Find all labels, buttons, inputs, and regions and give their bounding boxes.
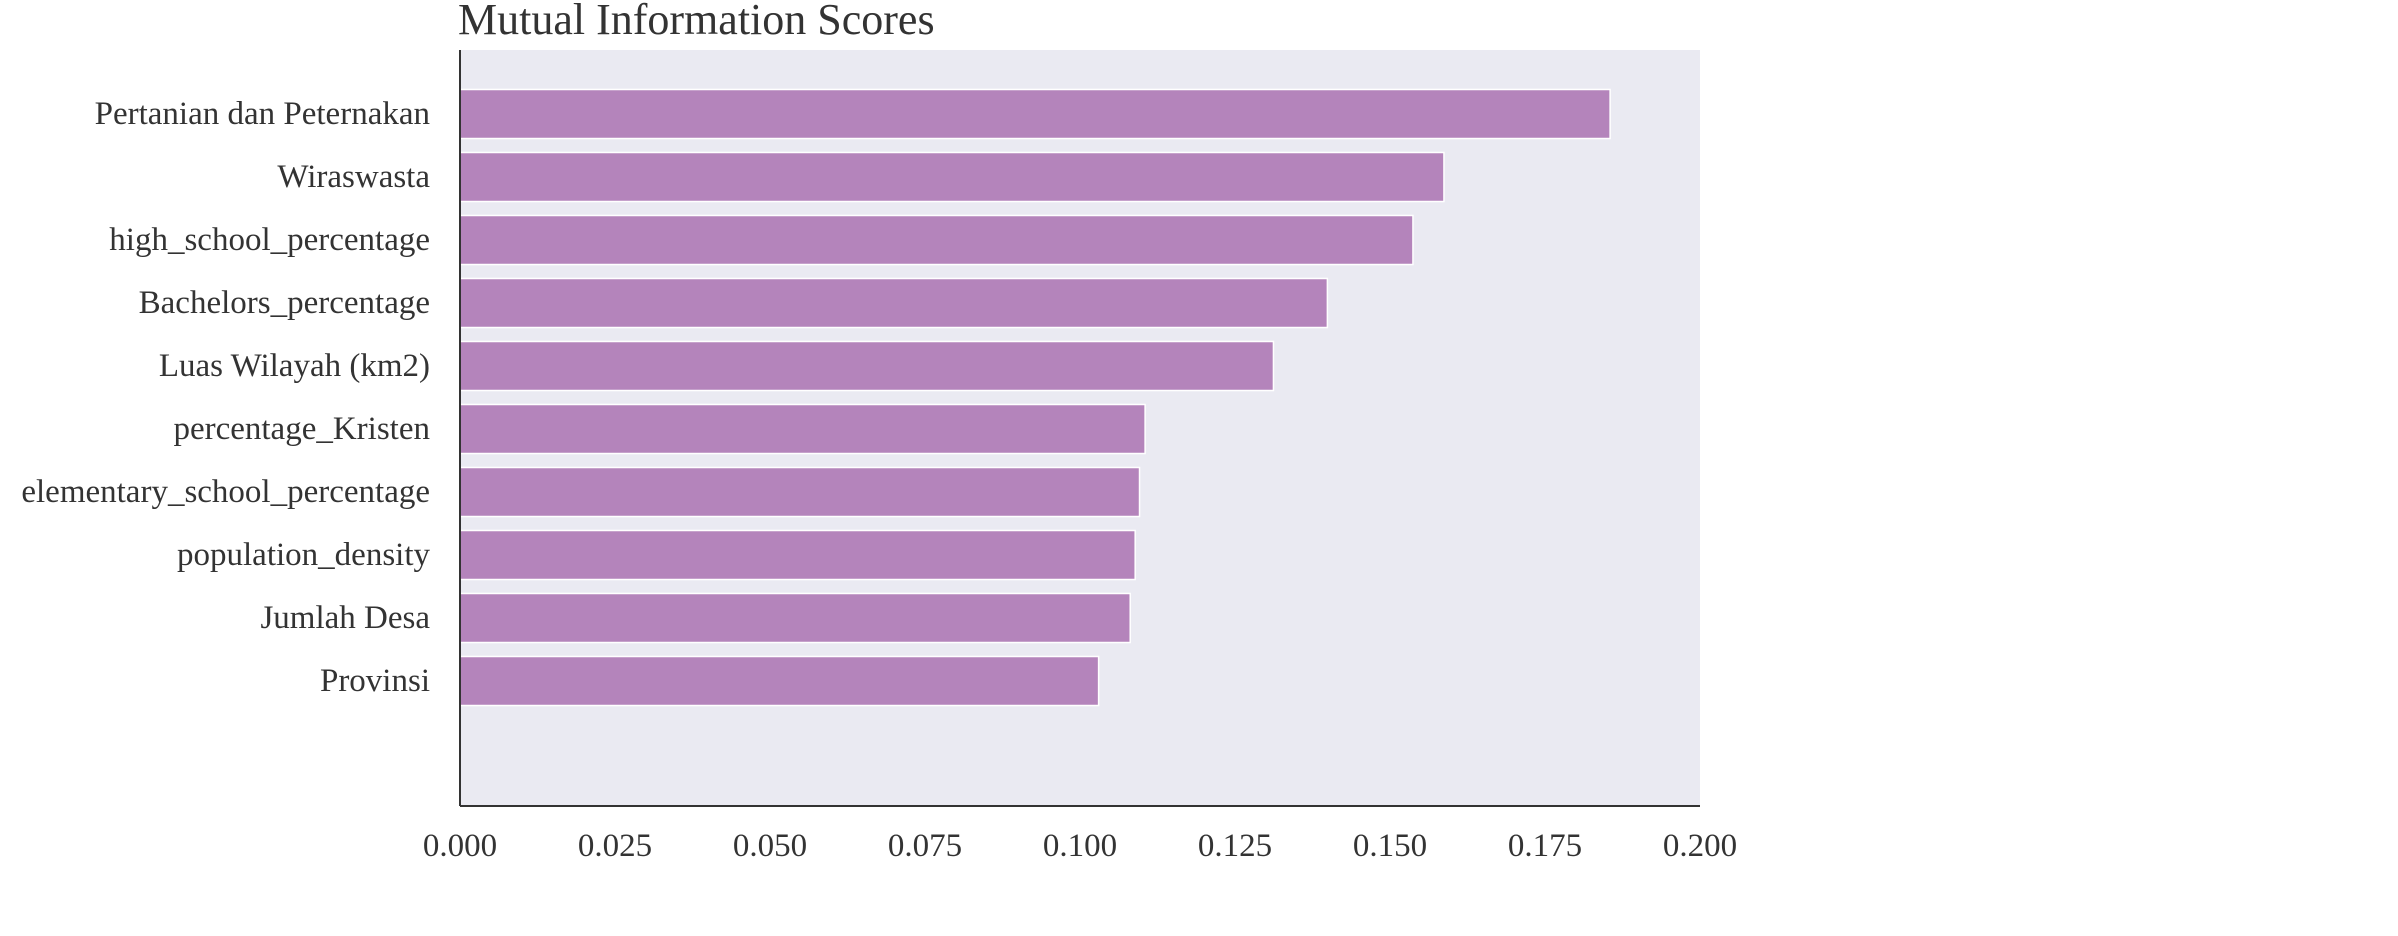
bar-8 <box>459 592 1131 644</box>
x-tick-label: 0.025 <box>578 828 652 864</box>
y-tick-labels: Pertanian dan Peternakan Wiraswasta high_s… <box>21 96 430 699</box>
bar-4 <box>459 340 1275 392</box>
x-tick-label: 0.150 <box>1353 828 1427 864</box>
x-tick-label: 0.175 <box>1508 828 1582 864</box>
bar-5 <box>459 403 1146 455</box>
x-tick-label: 0.125 <box>1198 828 1272 864</box>
y-tick-label: percentage_Kristen <box>173 411 430 447</box>
x-tick-label: 0.075 <box>888 828 962 864</box>
bar-2 <box>459 214 1414 266</box>
bar-9 <box>459 655 1100 707</box>
y-tick-label: population_density <box>177 537 430 573</box>
x-tick-labels: 0.000 0.025 0.050 0.075 0.100 0.125 0.150 0.175… <box>423 828 1737 864</box>
y-tick-label: Bachelors_percentage <box>139 285 430 321</box>
x-tick-label: 0.100 <box>1043 828 1117 864</box>
x-tick-label: 0.050 <box>733 828 807 864</box>
bar-3 <box>459 277 1329 329</box>
bar-0 <box>459 88 1611 140</box>
y-tick-label: high_school_percentage <box>109 222 430 258</box>
bar-1 <box>459 151 1445 203</box>
x-tick-label: 0.000 <box>423 828 497 864</box>
y-tick-label: Luas Wilayah (km2) <box>159 348 430 384</box>
y-tick-label: Wiraswasta <box>277 159 430 195</box>
y-tick-label: elementary_school_percentage <box>21 474 430 510</box>
chart-title: Mutual Information Scores <box>458 0 935 44</box>
bar-6 <box>459 466 1141 518</box>
y-tick-label: Provinsi <box>320 663 430 699</box>
bar-7 <box>459 529 1136 581</box>
y-tick-label: Jumlah Desa <box>260 600 430 636</box>
bars-group <box>459 88 1611 707</box>
y-tick-label: Pertanian dan Peternakan <box>95 96 430 132</box>
x-tick-label: 0.200 <box>1663 828 1737 864</box>
